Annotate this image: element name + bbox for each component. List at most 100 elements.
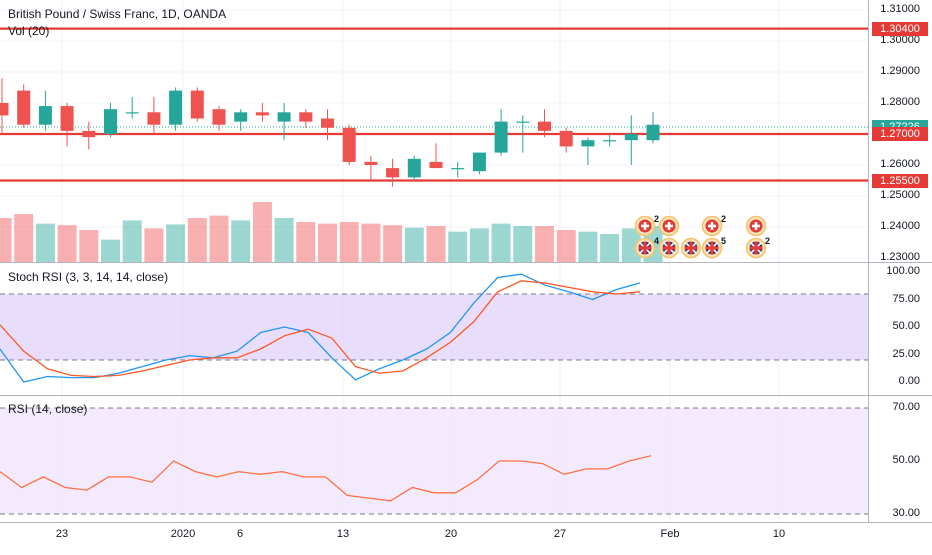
time-tick: 6 [236,528,244,540]
candle-body [472,152,486,172]
stoch-d-line [0,280,640,378]
candle-body [538,121,551,131]
time-tick: 27 [553,528,567,540]
rsi-tick: 50.00 [892,454,920,466]
candle-body [386,168,400,178]
volume-bar [296,222,316,262]
swiss-flag-icon: 2 [701,214,726,237]
volume-bar [0,218,12,262]
hline-price-tag: 1.27000 [872,127,928,141]
cross-h [752,224,760,228]
event-count: 2 [721,214,726,224]
price-tick: 1.26000 [880,158,920,170]
candle-body [125,112,139,114]
volume-bar [187,218,207,262]
candle-body [255,112,269,116]
uk-flag-icon [680,237,702,259]
volume-bar [426,226,446,262]
stoch-tick: 25.00 [892,347,920,360]
cross-h [708,224,716,228]
volume-bar [166,224,186,262]
volume-bar [79,230,99,262]
symbol-title[interactable]: British Pound / Swiss Franc, 1D, OANDA [8,7,227,21]
stoch-rsi-legend[interactable]: Stoch RSI (3, 3, 14, 14, close) [8,270,169,284]
time-tick: Feb [660,528,680,540]
volume-bar [404,227,424,262]
volume-bar [621,228,641,262]
volume-bar [578,231,598,262]
candle-body [277,112,291,122]
volume-bar [556,230,576,262]
candle-body [364,161,378,165]
uk-flag-icon: 4 [634,236,659,259]
candle-body [581,140,595,147]
candle-body [494,121,508,153]
price-tick: 1.25000 [880,189,920,201]
volume-legend[interactable]: Vol (20) [8,24,50,38]
candle-body [104,109,117,134]
candle-body [646,124,660,141]
cross-h [665,224,673,228]
volume-bar [231,220,251,262]
event-count: 5 [721,236,726,246]
rsi-band [0,408,868,514]
volume-bar [469,228,489,262]
volume-bar [122,220,142,262]
volume-bar [491,223,511,262]
rsi-tick: 70.00 [892,401,920,413]
uk-flag-icon [658,237,680,259]
cross-v [710,241,714,255]
event-count: 2 [654,214,659,224]
event-count: 4 [654,236,659,246]
cross-v [754,241,758,255]
candle-body [147,112,161,125]
candle-body [342,127,356,162]
uk-flag-icon: 5 [701,236,726,259]
swiss-flag-icon [658,215,680,237]
candle-body [407,158,421,178]
price-tick: 1.31000 [880,3,920,15]
time-tick: 13 [336,528,350,540]
stoch-tick: 0.00 [898,375,920,387]
price-tick: 1.29000 [880,65,920,77]
candle-body [559,130,573,147]
cross-h [641,224,649,228]
candle-body [299,112,313,122]
candle-body [60,106,74,131]
candle-body [516,121,530,123]
volume-bar [339,222,359,262]
stoch-tick: 75.00 [892,292,920,305]
candle-body [624,134,638,141]
price-tick: 1.23000 [880,251,920,263]
uk-flag-icon: 2 [745,236,770,259]
volume-bar [252,202,272,262]
volume-bar [35,223,55,262]
candle-body [17,90,31,125]
volume-bar [513,226,533,262]
rsi-legend[interactable]: RSI (14, close) [8,402,88,416]
price-tick: 1.28000 [880,96,920,108]
volume-bar [600,234,620,262]
rsi-line [0,455,652,502]
volume-bar [361,223,381,262]
cross-v [667,241,671,255]
volume-bar [535,226,554,262]
price-tick: 1.24000 [880,220,920,232]
candle-body [169,90,183,125]
volume-bar [57,225,77,262]
candle-body [190,90,204,119]
volume-bar [318,223,337,262]
event-count: 2 [765,236,770,246]
time-tick: 23 [55,528,69,540]
candle-body [0,103,9,116]
swiss-flag-icon: 2 [634,214,659,237]
stoch-tick: 50.00 [892,320,920,332]
volume-bar [144,228,164,262]
candle-body [603,140,617,142]
volume-bar [101,239,120,262]
swiss-flag-icon [745,215,767,237]
stoch-band [0,294,868,360]
volume-bar [274,218,294,262]
